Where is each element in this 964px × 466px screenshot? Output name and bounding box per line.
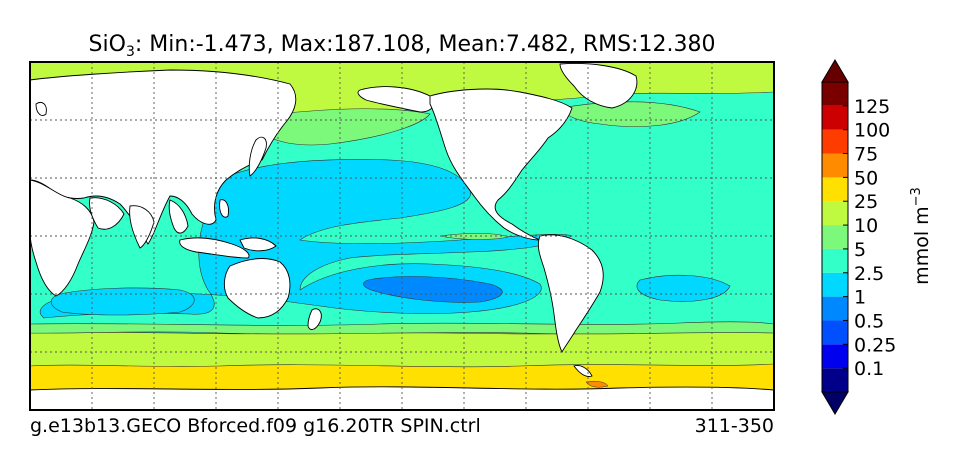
land-south-america bbox=[537, 234, 604, 354]
map-grid bbox=[30, 62, 774, 410]
colorbar-tick-label: 2.5 bbox=[854, 263, 884, 285]
map-frame bbox=[29, 61, 775, 411]
colorbar-segment bbox=[822, 320, 848, 345]
colorbar-segment bbox=[822, 272, 848, 297]
colorbar-tick-label: 10 bbox=[854, 215, 878, 237]
land-antarctic-peninsula bbox=[573, 365, 593, 377]
colorbar-outline bbox=[821, 81, 849, 393]
land-indonesia bbox=[179, 237, 250, 259]
colorbar-over-arrow bbox=[821, 59, 849, 83]
land-uk bbox=[35, 102, 47, 116]
colorbar-segment bbox=[822, 368, 848, 392]
land-australia bbox=[223, 258, 291, 319]
colorbar-tick-label: 0.1 bbox=[854, 358, 884, 380]
colorbar-segment bbox=[822, 153, 848, 178]
pacific-low-05 bbox=[363, 276, 503, 303]
colorbar-segment bbox=[822, 248, 848, 273]
colorbar-tick-label: 0.5 bbox=[854, 310, 884, 332]
colorbar bbox=[821, 59, 849, 415]
north-pacific-band-5 bbox=[249, 108, 431, 146]
land-africa bbox=[30, 179, 95, 297]
equatorial-stripe bbox=[439, 233, 509, 240]
colorbar-tick-label: 125 bbox=[854, 96, 890, 118]
colorbar-tick-label: 5 bbox=[854, 239, 866, 261]
colorbar-tick-label: 0.25 bbox=[854, 334, 896, 356]
indian-low-1 bbox=[50, 287, 195, 316]
colorbar-tick-label: 75 bbox=[854, 144, 878, 166]
weddell-high bbox=[585, 380, 609, 388]
colorbar-segment bbox=[822, 105, 848, 130]
world-map bbox=[30, 62, 774, 410]
colorbar-segment bbox=[822, 296, 848, 321]
land-north-america bbox=[429, 88, 573, 241]
land-alaska bbox=[357, 86, 434, 113]
colorbar-segment bbox=[822, 201, 848, 226]
colorbar-tick-label: 100 bbox=[854, 120, 890, 142]
land-new-guinea bbox=[239, 237, 277, 252]
year-range-label: 311-350 bbox=[695, 415, 774, 437]
colorbar-segment bbox=[822, 225, 848, 249]
land-arabia bbox=[89, 197, 125, 230]
colorbar-segment bbox=[822, 177, 848, 202]
colorbar-tick-label: 1 bbox=[854, 287, 866, 309]
land-new-zealand bbox=[307, 308, 322, 330]
land-philippines bbox=[219, 199, 229, 218]
land-japan bbox=[248, 136, 267, 177]
colorbar-tick-label: 50 bbox=[854, 167, 878, 189]
land-greenland bbox=[559, 63, 638, 109]
colorbar-segment bbox=[822, 129, 848, 154]
land-india bbox=[129, 205, 155, 249]
colorbar-segment bbox=[822, 344, 848, 369]
land-southeast-asia bbox=[168, 199, 189, 234]
case-label: g.e13b13.GECO Bforced.f09 g16.20TR SPIN.… bbox=[30, 415, 481, 437]
land-eurasia bbox=[30, 69, 297, 245]
colorbar-tick-label: 25 bbox=[854, 191, 878, 213]
colorbar-under-arrow bbox=[821, 391, 849, 415]
chart-title: SiO3: Min:-1.473, Max:187.108, Mean:7.48… bbox=[89, 32, 716, 60]
colorbar-segment bbox=[822, 82, 848, 106]
colorbar-unit-label: mmol m−3 bbox=[909, 187, 933, 285]
